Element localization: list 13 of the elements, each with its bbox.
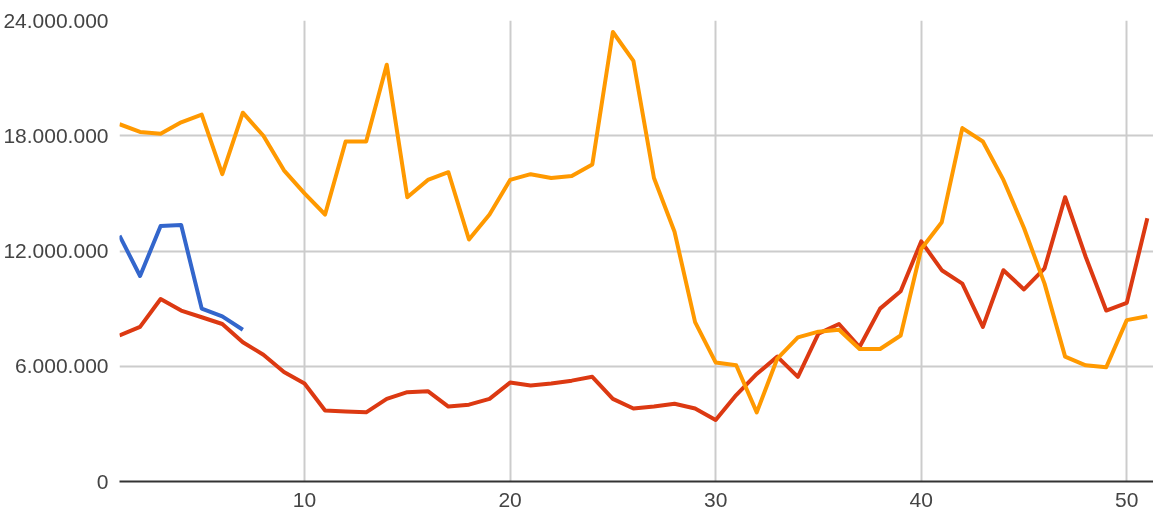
x-tick-label: 50	[1115, 487, 1139, 509]
x-tick-label: 30	[703, 487, 728, 509]
line-series	[119, 223, 245, 332]
y-tick-label: 0	[96, 469, 109, 493]
y-tick-label: 12.000.000	[3, 239, 109, 262]
x-tick-label: 20	[498, 487, 522, 509]
x-tick-label: 10	[292, 487, 317, 509]
line-series	[119, 30, 1150, 415]
y-tick-label: 18.000.000	[3, 123, 109, 147]
y-tick-label: 6.000.000	[15, 354, 109, 378]
x-tick-label: 40	[909, 487, 933, 509]
y-tick-label: 24.000.000	[3, 8, 109, 32]
line-series	[119, 195, 1150, 423]
